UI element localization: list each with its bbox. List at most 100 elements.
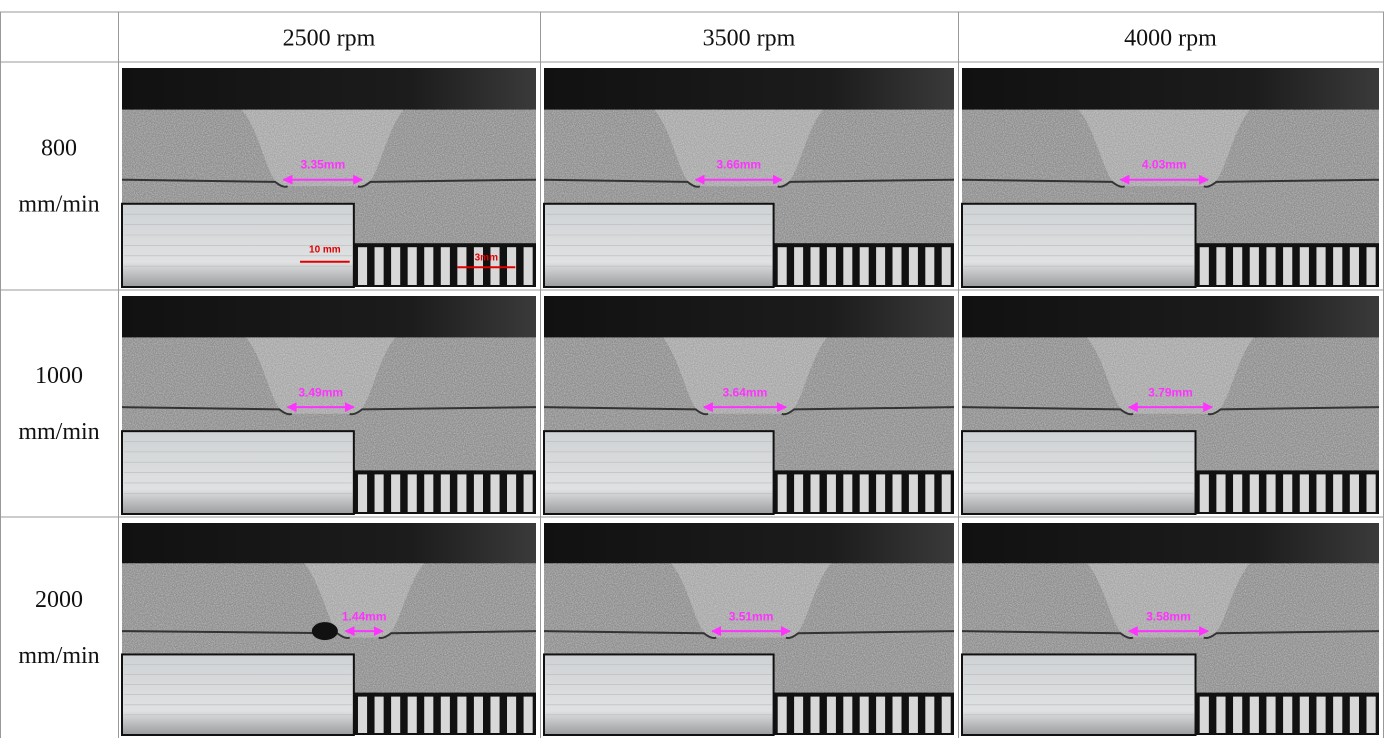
ruler-tick: [457, 247, 466, 285]
ruler-tick: [1200, 474, 1209, 512]
ruler-tick: [811, 247, 820, 285]
ruler-tick: [843, 247, 852, 285]
ruler-tick: [925, 474, 934, 512]
ruler-tick: [1283, 474, 1292, 512]
ruler-tick: [424, 697, 433, 733]
ruler-tick: [358, 247, 367, 285]
ruler-tick: [1250, 697, 1259, 733]
width-label: 1.44mm: [342, 610, 387, 624]
row-speed: 800: [41, 136, 77, 162]
ruler-tick: [408, 474, 417, 512]
micrograph: 3.79mm: [962, 296, 1379, 514]
ruler-tick: [827, 474, 836, 512]
width-label: 3.51mm: [729, 610, 774, 624]
micrograph: 3.58mm: [962, 523, 1379, 735]
ruler-tick: [860, 697, 869, 733]
ruler-tick: [1266, 474, 1275, 512]
figure-table: 800mm/min3.35mm10 mm3mm3.66mm4.03mm1000m…: [0, 0, 1384, 738]
ruler-tick: [778, 474, 787, 512]
ruler-tick: [1216, 247, 1225, 285]
ruler-tick: [375, 474, 384, 512]
ruler-tick: [925, 247, 934, 285]
ruler-tick: [1350, 474, 1359, 512]
ruler-tick: [424, 474, 433, 512]
ruler-tick: [490, 697, 499, 733]
column-header: 2500 rpm: [283, 26, 376, 52]
ruler-tick: [827, 247, 836, 285]
width-label: 3.64mm: [723, 385, 768, 399]
micrograph: 1.44mm: [122, 523, 536, 735]
ruler-tick: [1250, 474, 1259, 512]
ruler-tick: [375, 697, 384, 733]
ruler-tick: [375, 247, 384, 285]
ruler-tick: [1233, 474, 1242, 512]
ruler-tick: [1350, 697, 1359, 733]
ruler-tick: [507, 247, 516, 285]
ruler-tick: [457, 697, 466, 733]
ruler-tick: [1266, 247, 1275, 285]
micrograph: 4.03mm: [962, 68, 1379, 287]
ruler-tick: [474, 474, 483, 512]
ruler-tick: [893, 247, 902, 285]
ruler-tick: [1233, 697, 1242, 733]
ruler-tick: [391, 474, 400, 512]
ruler-tick: [942, 697, 951, 733]
ruler-tick: [1366, 697, 1375, 733]
micrograph: 3.66mm: [544, 68, 954, 287]
row-unit: mm/min: [18, 192, 99, 218]
ruler-tick: [893, 697, 902, 733]
ruler-tick: [524, 697, 533, 733]
ruler-tick: [1200, 697, 1209, 733]
ruler-tick: [1266, 697, 1275, 733]
ruler-tick: [1250, 247, 1259, 285]
width-label: 3.58mm: [1146, 610, 1191, 624]
ruler-tick: [942, 247, 951, 285]
ruler-tick: [1233, 247, 1242, 285]
width-label: 3.79mm: [1148, 385, 1193, 399]
ruler-tick: [909, 247, 918, 285]
width-label: 3.49mm: [298, 385, 343, 399]
ruler-tick: [1333, 697, 1342, 733]
ruler-tick: [794, 474, 803, 512]
ruler-tick: [507, 697, 516, 733]
ruler-tick: [391, 697, 400, 733]
ruler-tick: [876, 247, 885, 285]
ruler-tick: [925, 697, 934, 733]
ruler-tick: [876, 474, 885, 512]
ruler-tick: [1300, 474, 1309, 512]
ruler-tick: [441, 697, 450, 733]
ruler-tick: [1216, 474, 1225, 512]
ruler-tick: [778, 697, 787, 733]
ruler-tick: [441, 247, 450, 285]
ruler-tick: [860, 474, 869, 512]
ruler-tick: [358, 697, 367, 733]
ruler-tick: [1216, 697, 1225, 733]
ruler-tick: [424, 247, 433, 285]
row-speed: 1000: [35, 363, 83, 389]
ruler-tick: [391, 247, 400, 285]
ruler-tick: [507, 474, 516, 512]
ruler-tick: [490, 474, 499, 512]
ruler-tick: [1316, 474, 1325, 512]
column-header: 3500 rpm: [703, 26, 796, 52]
ruler-tick: [1300, 247, 1309, 285]
micrograph: 3.51mm: [544, 523, 954, 735]
ruler-tick: [1350, 247, 1359, 285]
ruler-tick: [811, 474, 820, 512]
ruler-tick: [1283, 697, 1292, 733]
ruler-tick: [876, 697, 885, 733]
ruler-tick: [457, 474, 466, 512]
ruler-tick: [358, 474, 367, 512]
scale-label: 10 mm: [309, 245, 341, 256]
row-unit: mm/min: [18, 643, 99, 669]
scale-label: 3mm: [475, 253, 498, 264]
ruler-tick: [843, 474, 852, 512]
ruler-tick: [942, 474, 951, 512]
ruler-tick: [1316, 247, 1325, 285]
ruler-tick: [524, 247, 533, 285]
ruler-tick: [1300, 697, 1309, 733]
ruler-tick: [794, 247, 803, 285]
ruler-tick: [1333, 474, 1342, 512]
ruler-tick: [408, 247, 417, 285]
